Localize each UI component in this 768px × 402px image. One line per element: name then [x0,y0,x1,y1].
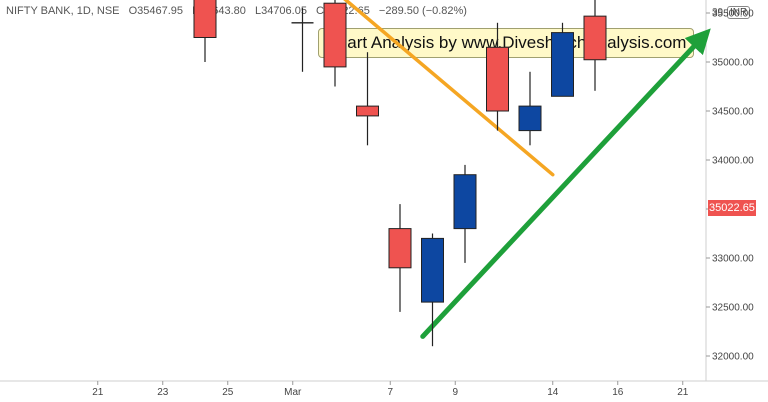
candle[interactable] [193,0,217,62]
currency-badge[interactable]: INR [727,6,751,19]
x-tick-label: 14 [547,387,559,398]
candle[interactable] [388,204,412,312]
candle[interactable] [551,22,574,97]
candle[interactable] [583,0,607,91]
candle-body [453,174,477,230]
candle[interactable] [291,8,314,72]
x-tick-label: 21 [677,387,689,398]
y-tick-label: 34000.00 [712,156,754,167]
currency-prefix: 39 [712,7,724,18]
candle[interactable] [421,233,444,347]
x-tick-label: 7 [387,387,393,398]
candle[interactable] [323,0,347,87]
candle-body [551,32,574,97]
y-tick-label: 35000.00 [712,58,754,69]
candle-body [388,228,412,269]
candle[interactable] [486,22,509,131]
candle[interactable] [453,164,477,263]
candle-body [193,0,217,39]
x-tick-label: 25 [222,387,234,398]
candle-body [583,15,607,61]
low-value: L34706.05 [254,5,307,17]
candle-body [356,105,379,117]
trendline-falling[interactable] [228,0,555,177]
x-tick-label: 16 [612,387,624,398]
y-tick-label: 32500.00 [712,303,754,314]
y-tick-label: 35500.00 [712,9,754,20]
candle[interactable] [356,52,379,146]
y-tick-label: 34500.00 [712,107,754,118]
candle-body [486,46,509,112]
current-price-label: 35022.65 [708,200,756,216]
candle-body [518,105,542,132]
y-tick-label: 32000.00 [712,352,754,363]
y-tick-label: 33000.00 [712,254,754,265]
change-value: −289.50 (−0.82%) [378,5,467,17]
trendline-support[interactable] [420,28,711,339]
x-tick-label: 21 [92,387,104,398]
open-value: O35467.95 [128,5,183,17]
candle-body [323,2,347,68]
candle-body [421,237,444,303]
candle[interactable] [518,71,542,146]
x-tick-label: 23 [157,387,169,398]
symbol-label: NIFTY BANK, 1D, NSE [6,5,120,17]
x-tick-label: Mar [284,387,302,398]
x-tick-label: 9 [452,387,458,398]
